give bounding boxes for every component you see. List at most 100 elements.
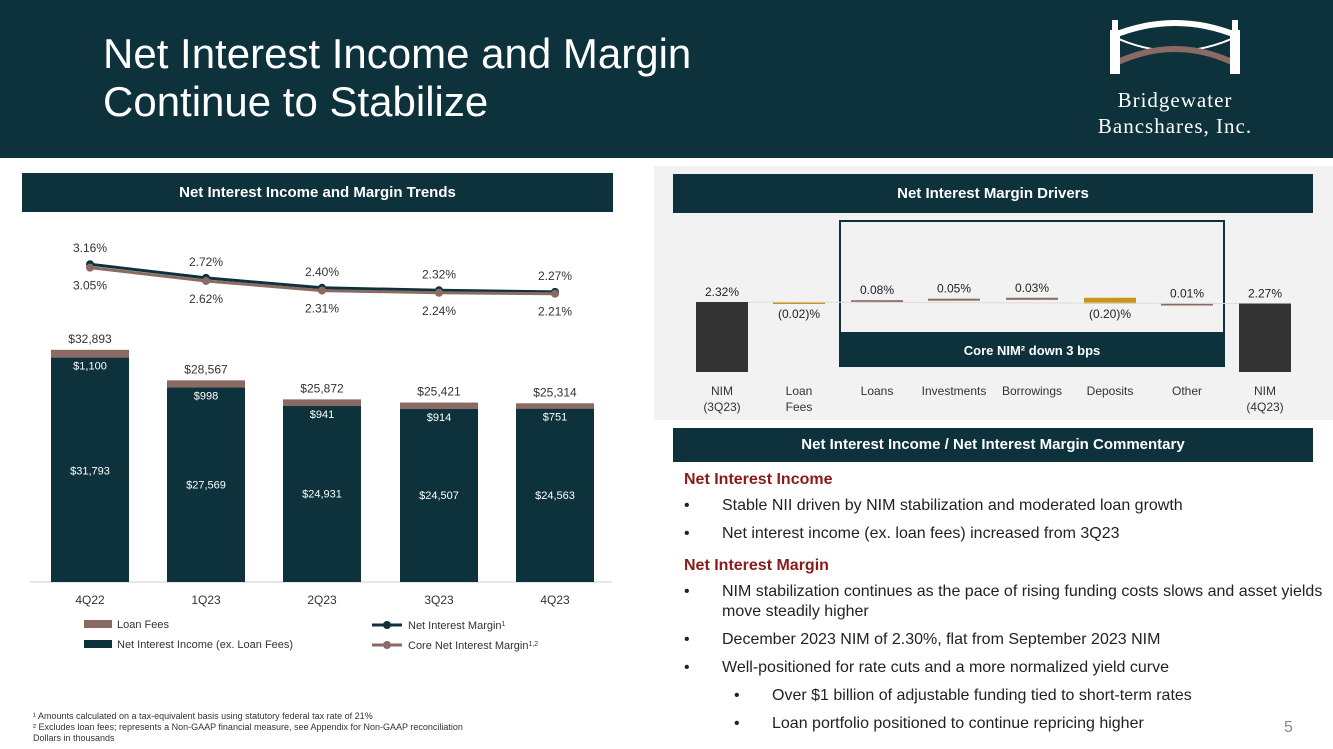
- waterfall-value-label: (0.02)%: [778, 307, 820, 321]
- nii-bullet-text: Stable NII driven by NIM stabilization a…: [722, 497, 1183, 514]
- bar-nii: [51, 357, 129, 582]
- nii-bullet-1: • Stable NII driven by NIM stabilization …: [684, 496, 1324, 516]
- bar-fee-label: $1,100: [73, 361, 107, 373]
- nim-line-label: 2.40%: [305, 265, 339, 279]
- legend-marker-core-nim: [383, 641, 391, 649]
- nim-bullet-text: December 2023 NIM of 2.30%, flat from Se…: [722, 631, 1161, 648]
- bar-nii-label: $24,507: [419, 490, 459, 502]
- bar-nii-label: $24,931: [302, 489, 342, 501]
- nim-subbullet-2: • Loan portfolio positioned to continue r…: [684, 714, 1324, 734]
- header-banner: Net Interest Income and Margin Continue …: [0, 0, 1333, 158]
- legend-swatch-loan-fees: [84, 620, 112, 628]
- bar-nii: [516, 408, 594, 582]
- core-nim-line-point: [318, 286, 326, 295]
- nii-bullet-text: Net interest income (ex. loan fees) incr…: [722, 525, 1120, 542]
- bar-nii-label: $24,563: [535, 490, 575, 502]
- bar-loan-fees: [167, 380, 245, 388]
- footnote-1: ¹ Amounts calculated on a tax-equivalent…: [33, 711, 373, 721]
- nim-line-label: 2.27%: [538, 269, 572, 283]
- legend-label-nim: Net Interest Margin1: [408, 620, 506, 632]
- bar-nim-total: [696, 302, 748, 372]
- waterfall-connector: [747, 301, 1240, 305]
- core-nim-line-label: 2.31%: [305, 302, 339, 316]
- bar-total-label: $25,421: [417, 385, 461, 399]
- nim-heading: Net Interest Margin: [684, 557, 829, 574]
- nim-bullet-3: • Well-positioned for rate cuts and a mor…: [684, 658, 1324, 678]
- bullet-icon: •: [684, 497, 690, 514]
- x-tick-label: 4Q23: [540, 593, 570, 607]
- commentary-section: Net Interest Income • Stable NII driven b…: [684, 466, 1324, 742]
- bar-nim-total: [1239, 303, 1291, 372]
- core-nim-line-point: [86, 263, 94, 272]
- bar-loan-fees: [400, 402, 478, 410]
- nim-bullet-1: • NIM stabilization continues as the pace…: [684, 582, 1324, 622]
- bar-nii: [400, 409, 478, 582]
- bullet-icon: •: [684, 525, 690, 542]
- x-tick-label: 3Q23: [424, 593, 454, 607]
- waterfall-category-label: (3Q23): [703, 400, 740, 414]
- legend-label-core-nim: Core Net Interest Margin1,2: [408, 640, 538, 652]
- core-nim-line-point: [551, 289, 559, 298]
- left-panel-title: Net Interest Income and Margin Trends: [22, 173, 613, 212]
- legend-label-loan-fees: Loan Fees: [117, 619, 169, 631]
- nim-bullet-text: Well-positioned for rate cuts and a more…: [722, 659, 1170, 676]
- nim-subbullet-text: Loan portfolio positioned to continue re…: [772, 715, 1144, 732]
- right-panel-title: Net Interest Margin Drivers: [673, 174, 1313, 213]
- bullet-icon: •: [684, 631, 690, 648]
- logo-text-line-2: Bancshares, Inc.: [1097, 114, 1253, 138]
- waterfall-category-label: Loan: [786, 384, 813, 398]
- waterfall-category-label: Borrowings: [1002, 384, 1062, 398]
- nii-margin-chart: $31,793 $1,100 $32,893 4Q22 $27,569 $998 $28,5…: [30, 241, 612, 652]
- waterfall-category-label: Other: [1172, 384, 1202, 398]
- legend-label-nii: Net Interest Income (ex. Loan Fees): [117, 639, 293, 651]
- bar-nim-driver: [1161, 303, 1213, 306]
- nim-line-label: 2.32%: [422, 267, 456, 281]
- nim-line-label: 2.72%: [189, 255, 223, 269]
- bullet-icon: •: [684, 659, 690, 676]
- waterfall-category-label: NIM: [1254, 384, 1276, 398]
- waterfall-category-label: NIM: [711, 384, 733, 398]
- nim-bullet-2: • December 2023 NIM of 2.30%, flat from S…: [684, 630, 1324, 650]
- waterfall-category-label: Loans: [861, 384, 894, 398]
- bar-fee-label: $998: [194, 390, 218, 402]
- waterfall-value-label: 2.32%: [705, 285, 739, 299]
- bar-fee-label: $914: [427, 412, 451, 424]
- nim-subbullet-text: Over $1 billion of adjustable funding ti…: [772, 687, 1192, 704]
- waterfall-value-label: 0.03%: [1015, 281, 1049, 295]
- core-nim-line-point: [202, 276, 210, 285]
- x-tick-label: 2Q23: [307, 593, 337, 607]
- x-tick-label: 4Q22: [75, 593, 105, 607]
- logo-text-line-1: Bridgewater: [1117, 88, 1233, 112]
- commentary-title: Net Interest Income / Net Interest Margi…: [673, 428, 1313, 462]
- page-number: 5: [1284, 719, 1293, 736]
- footnotes: ¹ Amounts calculated on a tax-equivalent…: [33, 711, 593, 744]
- core-nim-banner: [840, 332, 1224, 366]
- bar-nim-driver: [773, 302, 825, 304]
- core-nim-line-label: 2.62%: [189, 292, 223, 306]
- bar-nii: [167, 387, 245, 582]
- title-line-2: Continue to Stabilize: [103, 78, 489, 125]
- bridge-logo-icon: [1110, 20, 1240, 74]
- waterfall-value-label: 0.01%: [1170, 287, 1204, 301]
- legend-swatch-nii: [84, 640, 112, 648]
- nim-drivers-chart: Core NIM² down 3 bps 2.32% NIM (3Q23) (0.02)…: [696, 220, 1291, 414]
- waterfall-value-label: (0.20)%: [1089, 307, 1131, 321]
- bullet-icon: •: [734, 687, 740, 704]
- waterfall-value-label: 0.08%: [860, 283, 894, 297]
- footnote-3: Dollars in thousands: [33, 733, 115, 743]
- bar-loan-fees: [283, 399, 361, 407]
- bar-total-label: $28,567: [184, 362, 228, 376]
- bar-fee-label: $941: [310, 409, 334, 421]
- bullet-icon: •: [684, 583, 690, 600]
- waterfall-category-label: Investments: [922, 384, 987, 398]
- waterfall-category-label: Fees: [786, 400, 813, 414]
- core-nim-annotation: Core NIM² down 3 bps: [964, 343, 1101, 358]
- bar-nim-driver: [1006, 297, 1058, 300]
- company-logo: Bridgewater Bancshares, Inc.: [1060, 14, 1290, 144]
- waterfall-value-label: 2.27%: [1248, 287, 1282, 301]
- bar-nii-label: $27,569: [186, 480, 226, 492]
- page-title: Net Interest Income and Margin Continue …: [103, 30, 691, 126]
- legend-marker-nim: [383, 621, 391, 629]
- core-nim-line-label: 2.21%: [538, 305, 572, 319]
